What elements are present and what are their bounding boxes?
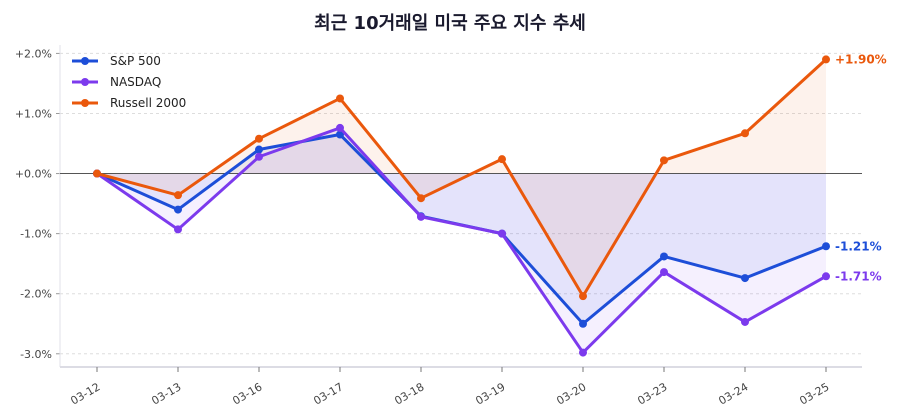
data-point bbox=[417, 212, 425, 221]
data-point bbox=[579, 348, 587, 357]
y-tick-label: +2.0% bbox=[15, 47, 52, 60]
area-fill-0 bbox=[97, 134, 826, 324]
data-point bbox=[822, 242, 830, 251]
y-tick-label: +0.0% bbox=[15, 168, 52, 181]
data-point bbox=[336, 130, 344, 139]
end-label-1: -1.71% bbox=[835, 269, 882, 283]
data-point bbox=[498, 155, 506, 164]
x-tick-label: 03-17 bbox=[311, 380, 345, 407]
data-point bbox=[255, 134, 263, 143]
y-tick-label: -3.0% bbox=[20, 348, 52, 361]
x-tick-label: 03-24 bbox=[716, 380, 750, 407]
data-point bbox=[741, 274, 749, 283]
data-point bbox=[174, 225, 182, 234]
data-point bbox=[822, 55, 830, 64]
legend: S&P 500 NASDAQ Russell 2000 bbox=[72, 54, 186, 110]
legend-marker bbox=[81, 78, 89, 86]
end-label-2: +1.90% bbox=[835, 52, 887, 66]
data-point bbox=[417, 194, 425, 203]
legend-label: Russell 2000 bbox=[110, 96, 186, 110]
x-tick-label: 03-13 bbox=[149, 380, 183, 407]
chart-title: 최근 10거래일 미국 주요 지수 추세 bbox=[314, 13, 586, 34]
data-point bbox=[336, 94, 344, 103]
end-label-0: -1.21% bbox=[835, 239, 882, 253]
legend-label: NASDAQ bbox=[110, 75, 161, 89]
gridlines bbox=[60, 52, 862, 355]
legend-marker bbox=[81, 57, 89, 65]
data-point bbox=[741, 317, 749, 326]
data-point bbox=[174, 191, 182, 200]
y-tick-label: +1.0% bbox=[15, 107, 52, 120]
area-fill-1 bbox=[97, 127, 826, 353]
data-point bbox=[93, 169, 101, 178]
x-tick-label: 03-23 bbox=[635, 380, 669, 407]
series-lines: -1.21% -1.71% +1.90% bbox=[93, 52, 887, 357]
x-tick-label: 03-25 bbox=[797, 380, 831, 407]
data-point bbox=[660, 252, 668, 261]
legend-label: S&P 500 bbox=[110, 54, 161, 68]
series-line-2 bbox=[96, 58, 828, 298]
y-tick-label: -1.0% bbox=[20, 228, 52, 241]
data-point bbox=[255, 152, 263, 161]
y-tick-label: -2.0% bbox=[20, 288, 52, 301]
x-tick-label: 03-16 bbox=[230, 380, 264, 407]
data-point bbox=[255, 145, 263, 154]
data-point bbox=[174, 205, 182, 214]
data-point bbox=[336, 123, 344, 132]
x-tick-label: 03-18 bbox=[392, 380, 426, 407]
data-point bbox=[822, 272, 830, 281]
x-tick-label: 03-12 bbox=[68, 380, 102, 407]
legend-marker bbox=[81, 99, 89, 107]
x-tick-label: 03-19 bbox=[473, 380, 507, 407]
series-line-1 bbox=[96, 126, 827, 355]
data-point bbox=[498, 229, 506, 238]
data-point bbox=[660, 268, 668, 277]
data-point bbox=[579, 292, 587, 301]
data-point bbox=[579, 319, 587, 328]
x-tick-label: 03-20 bbox=[554, 380, 588, 407]
data-point bbox=[741, 129, 749, 138]
data-point bbox=[660, 156, 668, 165]
